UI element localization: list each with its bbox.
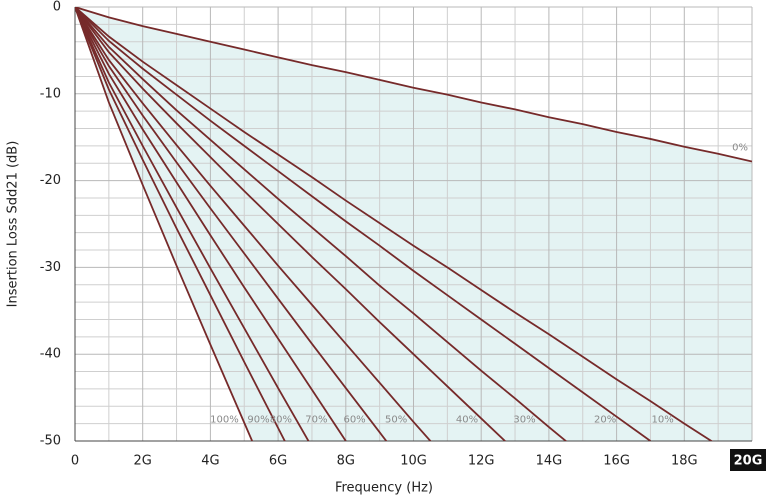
x-tick-label: 2G — [134, 454, 152, 469]
y-tick-label: -50 — [40, 434, 61, 449]
x-tick-label: 0 — [71, 454, 79, 469]
curve — [75, 7, 286, 441]
curve-label: 20% — [594, 414, 616, 425]
x-tick-highlight — [730, 449, 766, 471]
curve — [75, 7, 714, 441]
curve-label: 40% — [456, 414, 478, 425]
x-tick-label: 18G — [671, 454, 698, 469]
curve-label: 60% — [343, 414, 365, 425]
y-tick-label: 0 — [53, 0, 61, 15]
curve — [75, 7, 651, 441]
curve — [75, 7, 347, 441]
y-tick-label: -40 — [40, 347, 61, 362]
curve-label: 30% — [513, 414, 535, 425]
curve — [75, 7, 388, 441]
curve — [75, 7, 568, 441]
curve-label: 100% — [210, 414, 239, 425]
x-axis-label: Frequency (Hz) — [335, 481, 433, 496]
curves — [75, 7, 752, 441]
x-tick-label: 4G — [201, 454, 219, 469]
curve — [75, 7, 752, 163]
y-tick-label: -10 — [40, 86, 61, 101]
x-tick-label: 16G — [603, 454, 630, 469]
curve-label: 10% — [652, 414, 674, 425]
x-tick-label: 6G — [269, 454, 287, 469]
curve-label: 80% — [270, 414, 292, 425]
curve-label: 50% — [385, 414, 407, 425]
curve-label: 90% — [247, 414, 269, 425]
curve — [75, 7, 432, 441]
curve — [75, 7, 507, 441]
curve — [75, 7, 254, 441]
curve-label: 70% — [305, 414, 327, 425]
x-tick-label: 12G — [468, 454, 495, 469]
x-tick-label: 20G — [734, 454, 763, 469]
y-tick-label: -30 — [40, 260, 61, 275]
x-tick-label: 10G — [400, 454, 427, 469]
y-axis-label: Insertion Loss Sdd21 (dB) — [6, 141, 21, 308]
x-tick-label: 14G — [536, 454, 563, 469]
curve — [75, 7, 310, 441]
curve-label: 0% — [732, 143, 748, 154]
y-tick-label: -20 — [40, 173, 61, 188]
x-tick-label: 8G — [337, 454, 355, 469]
